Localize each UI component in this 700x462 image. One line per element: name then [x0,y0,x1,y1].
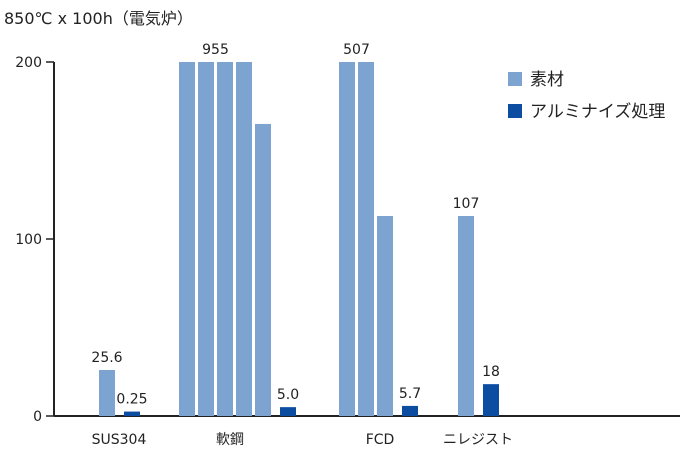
bar-base [255,123,271,416]
bar-labels: 25.6 955 507 107 0.25 5.0 5.7 18 [91,42,500,408]
data-label: 955 [202,42,229,58]
bar-base [358,62,374,416]
data-label: 5.7 [399,386,421,402]
y-axis-ticks: 0 100 200 [15,55,54,425]
x-tick-label: 軟鋼 [216,432,244,448]
bar-base [179,62,195,416]
legend-swatch [508,104,522,118]
bar-base [339,62,355,416]
data-label: 507 [343,42,370,58]
bar-aluminized [124,411,140,416]
x-tick-label: FCD [366,432,395,448]
y-tick-label: 200 [15,55,42,71]
legend-label: 素材 [530,70,564,90]
x-tick-label: ニレジスト [443,432,513,448]
bar-base [217,62,233,416]
data-label: 18 [482,364,500,380]
bar-aluminized [483,384,499,416]
bars [99,62,499,416]
data-label: 5.0 [277,387,299,403]
bar-base [198,62,214,416]
y-tick-label: 0 [33,409,42,425]
bar-base [377,215,393,416]
x-tick-label: SUS304 [92,432,147,448]
data-label: 25.6 [91,350,122,366]
bar-base [99,369,115,416]
data-label: 107 [453,196,480,212]
data-label: 0.25 [116,392,147,408]
bar-aluminized [280,407,296,416]
legend-swatch [508,72,522,86]
y-tick-label: 100 [15,232,42,248]
legend-label: アルミナイズ処理 [530,102,665,122]
bar-base [458,215,474,416]
bar-base [236,62,252,416]
bar-aluminized [402,405,418,416]
chart-title: 850℃ x 100h（電気炉） [4,9,193,28]
x-axis-labels: SUS304 軟鋼 FCD ニレジスト [92,432,513,448]
